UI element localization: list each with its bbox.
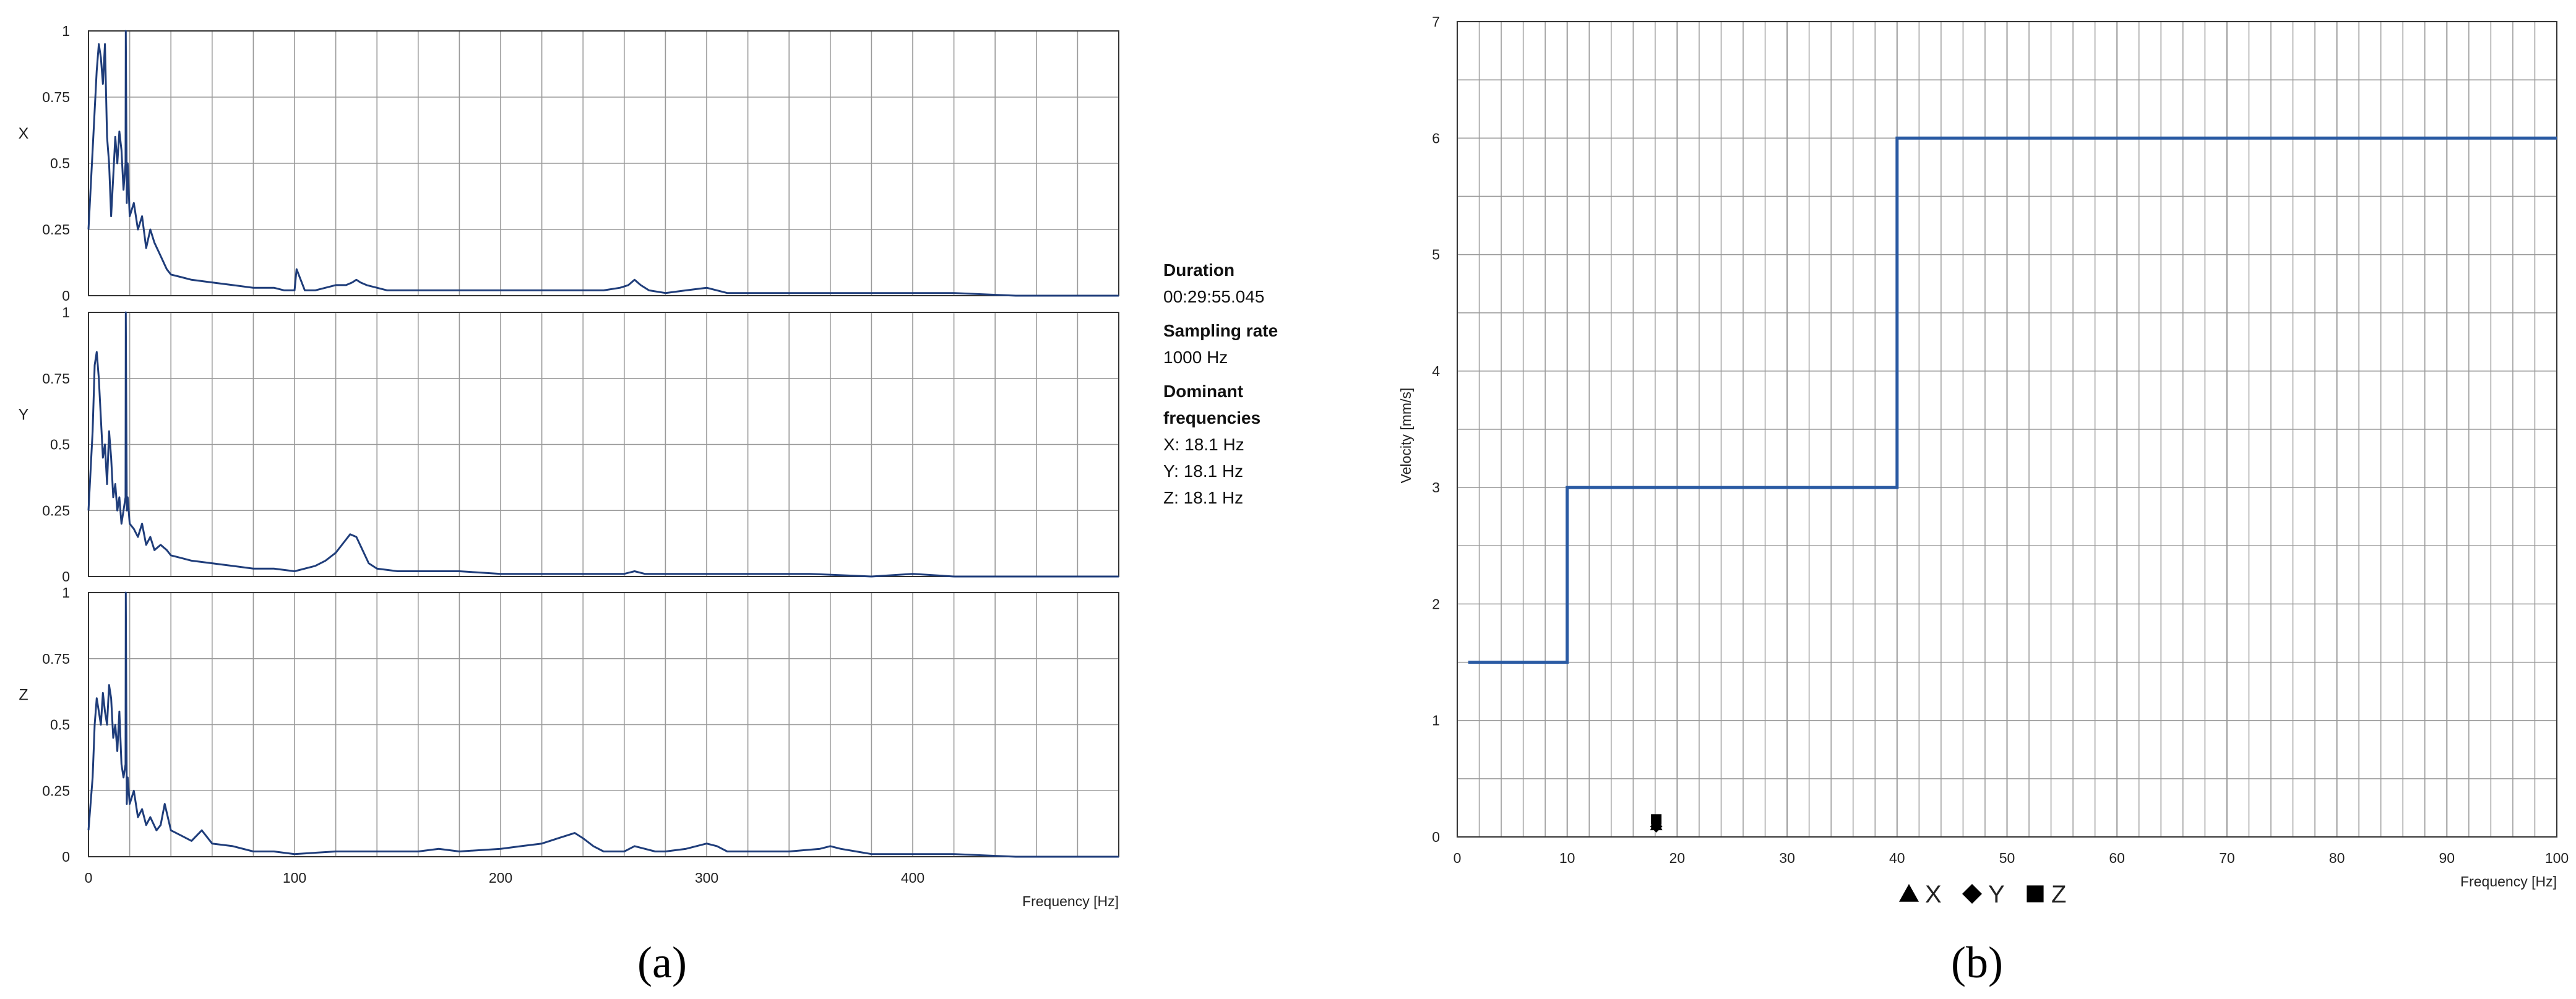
- legend-label-z: Z: [2051, 881, 2066, 908]
- x-tick-label: 30: [1779, 850, 1795, 866]
- y-tick-label: 0.75: [42, 371, 70, 387]
- y-tick-label: 1: [62, 585, 70, 601]
- y-tick-label: 0.25: [42, 221, 70, 238]
- series-line: [87, 30, 1119, 297]
- y-tick-label: 2: [1432, 596, 1440, 612]
- marker-z: [1651, 814, 1662, 825]
- x-tick-label: 200: [489, 870, 512, 886]
- y-tick-label: 0.75: [42, 651, 70, 667]
- plot-frame: [88, 592, 1119, 857]
- y-axis-label: Z: [19, 687, 28, 704]
- x-axis-label: Frequency [Hz]: [2460, 873, 2557, 890]
- y-axis-label: Velocity [mm/s]: [1398, 388, 1414, 484]
- velocity-limit-line: [1468, 136, 2557, 664]
- dominant-frequencies-label-1: Dominant: [1163, 382, 1244, 401]
- x-tick-label: 300: [695, 870, 718, 886]
- x-tick-label: 20: [1669, 850, 1686, 866]
- y-tick-label: 0.25: [42, 502, 70, 518]
- sampling-rate-value: 1000 Hz: [1163, 348, 1228, 367]
- y-tick-label: 0: [62, 849, 70, 865]
- y-tick-label: 0.5: [50, 717, 70, 733]
- x-axis-label: Frequency [Hz]: [1022, 893, 1119, 909]
- legend-label-x: X: [1925, 881, 1942, 908]
- x-tick-label: 80: [2329, 850, 2345, 866]
- x-tick-label: 100: [283, 870, 306, 886]
- y-tick-label: 0.75: [42, 89, 70, 105]
- legend-marker-y: [1962, 884, 1982, 904]
- legend-marker-x: [1899, 884, 1919, 902]
- x-tick-label: 0: [1454, 850, 1462, 866]
- info-panel: Duration 00:29:55.045 Sampling rate 1000…: [1163, 257, 1386, 511]
- series-line: [87, 311, 1119, 578]
- dominant-frequency-y: Y: 18.1 Hz: [1163, 461, 1244, 481]
- y-tick-label: 0.5: [50, 155, 70, 171]
- y-tick-label: 1: [1432, 713, 1440, 729]
- legend: X Y Z: [1899, 881, 2066, 908]
- x-tick-label: 40: [1889, 850, 1905, 866]
- y-tick-label: 5: [1432, 247, 1440, 263]
- x-tick-label: 50: [1999, 850, 2015, 866]
- plot-frame: [88, 312, 1119, 577]
- y-tick-label: 3: [1432, 479, 1440, 495]
- y-tick-label: 4: [1432, 363, 1440, 379]
- y-tick-label: 0: [62, 568, 70, 585]
- y-axis-label: X: [19, 125, 29, 142]
- chart-fft-y: 0 0.25 0.5 0.75 1 Y: [19, 304, 1119, 585]
- x-tick-label: 70: [2219, 850, 2235, 866]
- y-tick-label: 6: [1432, 130, 1440, 146]
- x-tick-label: 400: [901, 870, 924, 886]
- y-tick-label: 0: [62, 288, 70, 304]
- panel-a-fft-charts: 0 0.25 0.5 0.75 1 X 0 0.25 0.5 0.75 1 Y 0 0.25 0.5 0.75…: [19, 23, 1119, 909]
- plot-frame: [88, 30, 1119, 296]
- dominant-frequency-x: X: 18.1 Hz: [1163, 435, 1244, 454]
- x-tick-label: 10: [1559, 850, 1575, 866]
- dominant-frequency-z: Z: 18.1 Hz: [1163, 488, 1244, 507]
- x-tick-label: 90: [2439, 850, 2455, 866]
- sampling-rate-label: Sampling rate: [1163, 321, 1278, 340]
- duration-label: Duration: [1163, 260, 1235, 280]
- y-tick-label: 0.25: [42, 782, 70, 799]
- panel-label-b: (b): [1951, 938, 2003, 987]
- y-tick-label: 0: [1432, 829, 1440, 845]
- x-tick-label: 0: [85, 870, 93, 886]
- panel-label-a: (a): [637, 938, 687, 987]
- chart-fft-z: 0 0.25 0.5 0.75 1 Z 0 100 200 300 400 Frequency [Hz…: [19, 585, 1119, 909]
- chart-fft-x: 0 0.25 0.5 0.75 1 X: [19, 23, 1119, 304]
- legend-label-y: Y: [1988, 881, 2005, 908]
- y-axis-label: Y: [19, 406, 29, 424]
- y-tick-label: 7: [1432, 14, 1440, 30]
- y-tick-label: 1: [62, 23, 70, 39]
- series-line: [87, 591, 1119, 858]
- dominant-frequencies-label-2: frequencies: [1163, 408, 1261, 427]
- x-tick-label: 100: [2545, 850, 2569, 866]
- duration-value: 00:29:55.045: [1163, 287, 1265, 306]
- legend-marker-z: [2027, 885, 2044, 903]
- y-tick-label: 1: [62, 304, 70, 320]
- y-tick-label: 0.5: [50, 437, 70, 453]
- plot-frame: [1457, 21, 2557, 838]
- x-tick-label: 60: [2109, 850, 2125, 866]
